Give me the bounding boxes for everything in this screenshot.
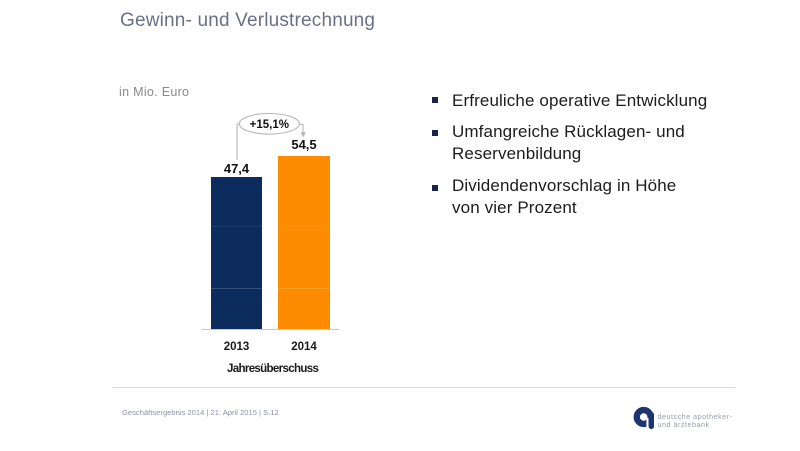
svg-text:+15,1%: +15,1% [250,119,289,131]
